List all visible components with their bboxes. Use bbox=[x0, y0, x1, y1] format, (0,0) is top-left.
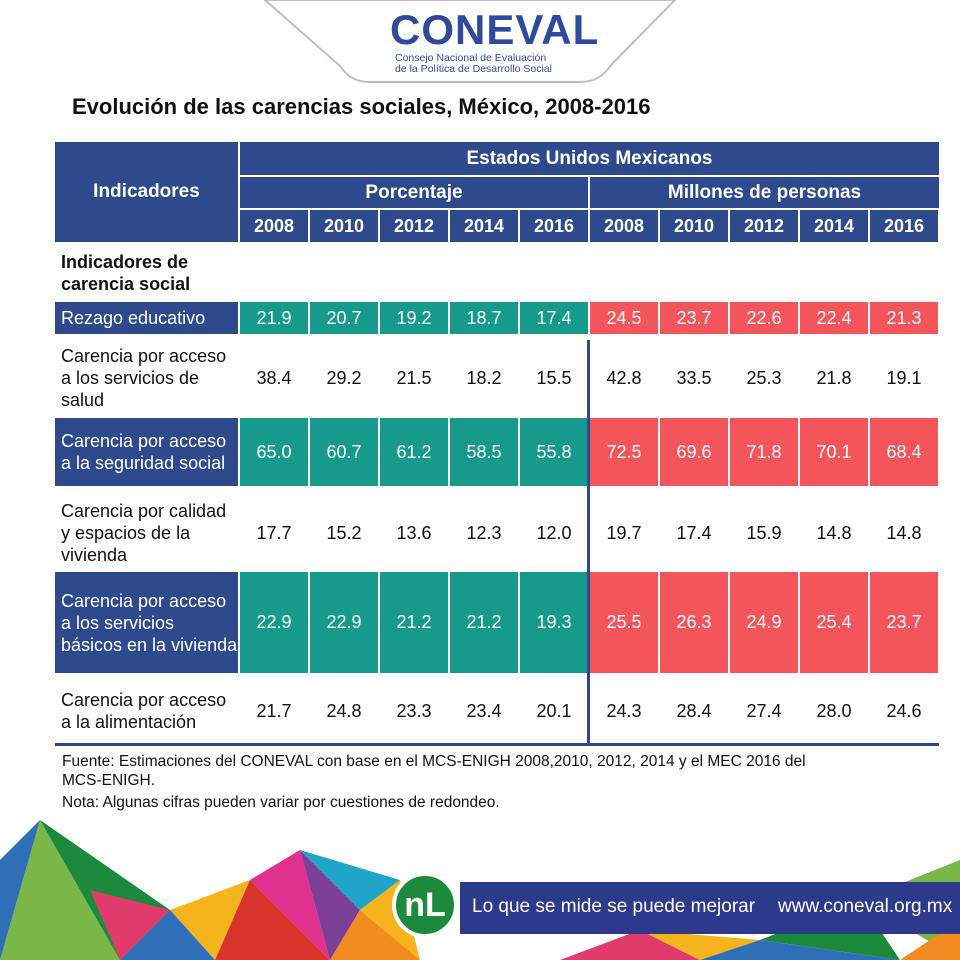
region-header: Estados Unidos Mexicanos bbox=[240, 142, 939, 175]
percent-group-header: Porcentaje bbox=[240, 177, 588, 208]
cell-mil-2016: 19.1 bbox=[886, 367, 922, 388]
cell-mil-2008: 24.5 bbox=[590, 302, 658, 334]
cell-pct-2014: 58.5 bbox=[450, 418, 518, 486]
cell-pct-2010: 24.8 bbox=[326, 700, 362, 721]
cell-mil-2014: 25.4 bbox=[800, 572, 868, 673]
cell-pct-2012: 23.3 bbox=[396, 700, 432, 721]
year-header-pct-2012: 2012 bbox=[380, 210, 448, 242]
cell-pct-2008: 22.9 bbox=[240, 572, 308, 673]
cell-pct-2008: 38.4 bbox=[256, 367, 292, 388]
year-header-mil-2014: 2014 bbox=[800, 210, 868, 242]
cell-mil-2016: 21.3 bbox=[870, 302, 938, 334]
cell-mil-2012: 27.4 bbox=[746, 700, 782, 721]
cell-pct-2014: 23.4 bbox=[466, 700, 502, 721]
cell-mil-2016: 23.7 bbox=[870, 572, 938, 673]
row-label: Rezago educativo bbox=[55, 302, 238, 334]
cell-pct-2014: 18.7 bbox=[450, 302, 518, 334]
cell-pct-2008: 21.9 bbox=[240, 302, 308, 334]
cell-mil-2010: 33.5 bbox=[676, 367, 712, 388]
cell-pct-2008: 65.0 bbox=[240, 418, 308, 486]
cell-pct-2010: 29.2 bbox=[326, 367, 362, 388]
source-note-line2: MCS-ENIGH. bbox=[62, 772, 155, 789]
logo-subtitle-2: de la Política de Desarrollo Social bbox=[395, 63, 552, 75]
cell-pct-2012: 61.2 bbox=[380, 418, 448, 486]
cell-mil-2008: 42.8 bbox=[606, 367, 642, 388]
cell-mil-2014: 22.4 bbox=[800, 302, 868, 334]
millions-group-header: Millones de personas bbox=[590, 177, 939, 208]
cell-pct-2014: 12.3 bbox=[466, 522, 502, 543]
cell-pct-2012: 13.6 bbox=[396, 522, 432, 543]
coneval-logo: CONEVAL bbox=[390, 6, 600, 53]
row-label: Carencia por acceso a la alimentación bbox=[61, 690, 227, 732]
cell-mil-2008: 19.7 bbox=[606, 522, 642, 543]
cell-pct-2010: 15.2 bbox=[326, 522, 362, 543]
logo-subtitle-1: Consejo Nacional de Evaluación bbox=[395, 52, 547, 64]
cell-pct-2008: 21.7 bbox=[256, 700, 292, 721]
cell-mil-2014: 28.0 bbox=[816, 700, 852, 721]
cell-pct-2016: 12.0 bbox=[536, 522, 572, 543]
page-title: Evolución de las carencias sociales, Méx… bbox=[72, 94, 651, 119]
cell-mil-2014: 21.8 bbox=[816, 367, 852, 388]
cell-pct-2010: 22.9 bbox=[310, 572, 378, 673]
cell-mil-2012: 15.9 bbox=[746, 522, 782, 543]
cell-mil-2010: 26.3 bbox=[660, 572, 728, 673]
cell-mil-2016: 14.8 bbox=[886, 522, 922, 543]
table-bottom-rule bbox=[55, 743, 939, 746]
cell-mil-2016: 68.4 bbox=[870, 418, 938, 486]
cell-pct-2010: 20.7 bbox=[310, 302, 378, 334]
cell-mil-2010: 28.4 bbox=[676, 700, 712, 721]
year-header-mil-2012: 2012 bbox=[730, 210, 798, 242]
year-header-mil-2010: 2010 bbox=[660, 210, 728, 242]
indicators-header: Indicadores bbox=[55, 142, 238, 242]
header-tab bbox=[263, 0, 677, 83]
cell-mil-2012: 25.3 bbox=[746, 367, 782, 388]
cell-pct-2012: 21.2 bbox=[380, 572, 448, 673]
year-header-pct-2008: 2008 bbox=[240, 210, 308, 242]
cell-pct-2016: 55.8 bbox=[520, 418, 588, 486]
rounding-note: Nota: Algunas cifras pueden variar por c… bbox=[62, 794, 500, 811]
slogan-bar bbox=[460, 882, 960, 934]
cell-mil-2012: 71.8 bbox=[730, 418, 798, 486]
row-label: Carencia por acceso a los servicios bási… bbox=[55, 572, 238, 673]
source-note-line1: Fuente: Estimaciones del CONEVAL con bas… bbox=[62, 753, 806, 770]
cell-pct-2012: 21.5 bbox=[396, 367, 432, 388]
row-label: Carencia por calidad y espacios de la vi… bbox=[61, 501, 227, 565]
cell-mil-2016: 24.6 bbox=[886, 700, 922, 721]
website-link[interactable]: www.coneval.org.mx bbox=[778, 896, 953, 917]
row-label: Carencia por acceso a la seguridad socia… bbox=[55, 418, 238, 486]
cell-mil-2008: 24.3 bbox=[606, 700, 642, 721]
row-label: Carencia por acceso a los servicios de s… bbox=[61, 346, 227, 410]
cell-mil-2014: 14.8 bbox=[816, 522, 852, 543]
section-label: Indicadores de carencia social bbox=[61, 252, 191, 294]
column-divider bbox=[587, 340, 590, 743]
cell-mil-2010: 17.4 bbox=[676, 522, 712, 543]
cell-pct-2014: 21.2 bbox=[450, 572, 518, 673]
cell-pct-2016: 15.5 bbox=[536, 367, 572, 388]
cell-mil-2008: 72.5 bbox=[590, 418, 658, 486]
cell-mil-2008: 25.5 bbox=[590, 572, 658, 673]
slogan-text: Lo que se mide se puede mejorar bbox=[472, 896, 756, 917]
year-header-mil-2008: 2008 bbox=[590, 210, 658, 242]
footer-decoration bbox=[0, 820, 960, 960]
cell-pct-2012: 19.2 bbox=[380, 302, 448, 334]
year-header-pct-2014: 2014 bbox=[450, 210, 518, 242]
cell-pct-2010: 60.7 bbox=[310, 418, 378, 486]
cell-mil-2014: 70.1 bbox=[800, 418, 868, 486]
cell-pct-2014: 18.2 bbox=[466, 367, 502, 388]
cell-pct-2016: 17.4 bbox=[520, 302, 588, 334]
cell-mil-2010: 23.7 bbox=[660, 302, 728, 334]
cell-pct-2016: 20.1 bbox=[536, 700, 572, 721]
year-header-pct-2010: 2010 bbox=[310, 210, 378, 242]
year-header-pct-2016: 2016 bbox=[520, 210, 588, 242]
cell-mil-2012: 24.9 bbox=[730, 572, 798, 673]
nl-badge-logo: nL bbox=[392, 872, 458, 938]
cell-pct-2008: 17.7 bbox=[256, 522, 292, 543]
cell-mil-2010: 69.6 bbox=[660, 418, 728, 486]
year-header-mil-2016: 2016 bbox=[870, 210, 938, 242]
cell-pct-2016: 19.3 bbox=[520, 572, 588, 673]
cell-mil-2012: 22.6 bbox=[730, 302, 798, 334]
